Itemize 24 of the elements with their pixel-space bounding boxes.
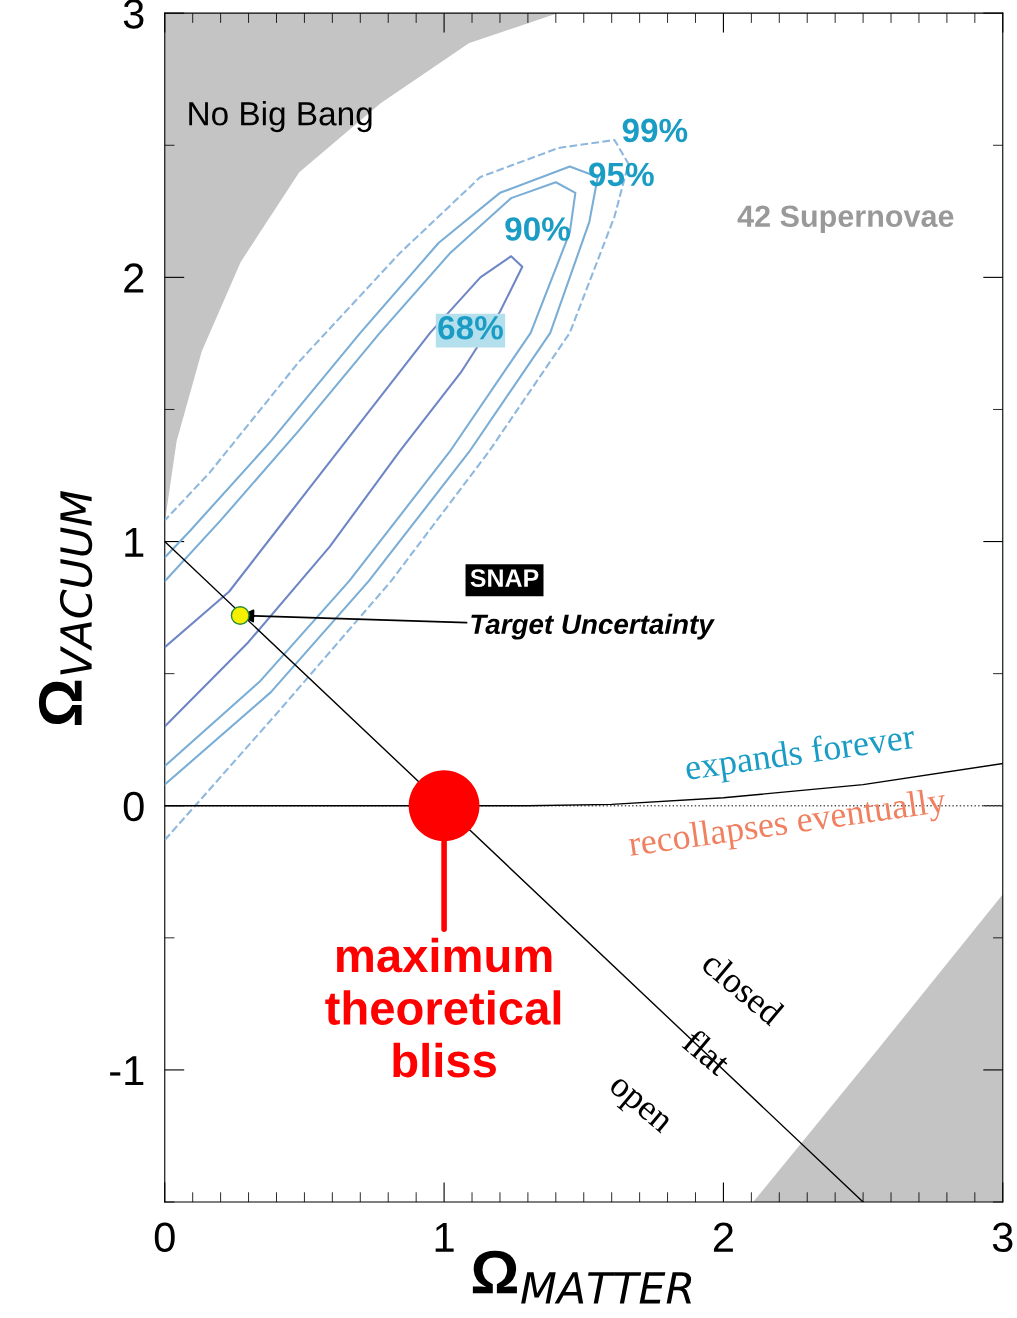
x-tick-label: 0 (154, 1222, 175, 1253)
annotation: 68% (438, 315, 503, 340)
y-tick-label: 0 (123, 791, 144, 822)
annotation: 42 Supernovae (737, 205, 954, 234)
annotation: recollapses eventually (627, 786, 948, 864)
annotation: No Big Bang (189, 101, 372, 133)
y-tick-label: 3 (123, 0, 144, 29)
annotation: flat (681, 1027, 734, 1077)
annotation: 95% (589, 162, 654, 187)
x-tick-label: 3 (992, 1222, 1013, 1253)
annotation: SNAP (470, 569, 539, 587)
y-tick-label: -1 (110, 1056, 144, 1086)
x-tick-label: 2 (713, 1222, 733, 1252)
annotation: 90% (505, 217, 570, 241)
y-tick-label: 2 (124, 263, 144, 293)
y-tick-label: 1 (125, 527, 144, 557)
x-axis-title: Ω$_{MATTER}$ (472, 1250, 692, 1304)
annotation: 99% (622, 118, 688, 143)
annotation: maximum theoretical bliss (325, 937, 561, 1078)
annotation: open (603, 1076, 672, 1140)
annotation: Target Uncertainty (471, 613, 715, 640)
annotation: expands forever (684, 722, 917, 788)
x-tick-label: 1 (435, 1222, 454, 1252)
y-axis-title: Ω$_{VACUUM}$ (38, 491, 93, 725)
